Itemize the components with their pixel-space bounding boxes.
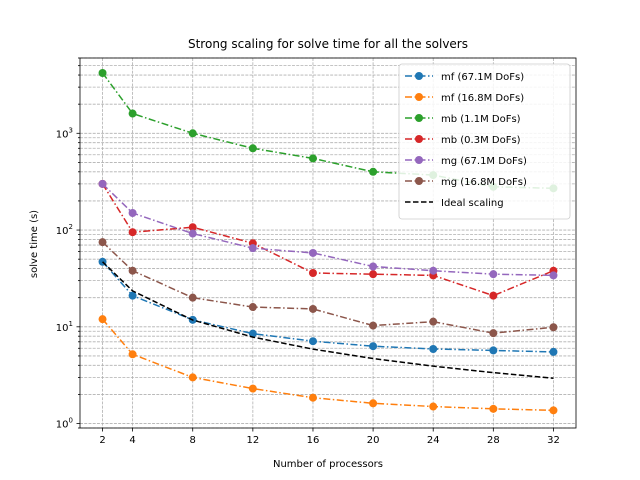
data-point	[188, 223, 197, 232]
legend-label: mb (0.3M DoFs)	[441, 135, 521, 146]
series-6	[102, 261, 554, 380]
series-4	[98, 179, 558, 280]
series-line	[101, 261, 554, 353]
y-tick-label: 102	[56, 223, 73, 237]
data-point	[369, 342, 378, 351]
data-point	[308, 304, 317, 313]
legend-marker	[415, 93, 423, 101]
legend-marker	[415, 177, 423, 185]
data-point	[248, 144, 257, 153]
x-tick-label: 12	[246, 435, 259, 446]
series-line	[101, 318, 554, 412]
data-point	[128, 266, 137, 275]
data-point	[308, 268, 317, 277]
data-point	[248, 384, 257, 393]
data-point	[128, 291, 137, 300]
data-point	[248, 244, 257, 253]
data-point	[98, 68, 107, 77]
data-point	[369, 270, 378, 279]
x-tick-label: 2	[99, 435, 105, 446]
data-point	[98, 179, 107, 188]
data-point	[308, 393, 317, 402]
legend-label: mb (1.1M DoFs)	[441, 114, 521, 125]
legend-label: mg (67.1M DoFs)	[441, 156, 527, 167]
legend-label: mf (67.1M DoFs)	[441, 72, 524, 83]
legend-marker	[415, 72, 423, 80]
legend: mf (67.1M DoFs) mf (16.8M DoFs) mb (1.1M D…	[398, 63, 571, 220]
data-point	[188, 129, 197, 138]
data-point	[308, 337, 317, 346]
data-point	[308, 248, 317, 257]
data-point	[98, 315, 107, 324]
data-point	[549, 323, 558, 332]
data-point	[489, 270, 498, 279]
x-axis-label: Number of processors	[273, 459, 383, 470]
data-point	[188, 293, 197, 302]
data-point	[188, 373, 197, 382]
x-tick-label: 32	[547, 435, 560, 446]
y-tick-label: 103	[56, 126, 73, 140]
data-point	[248, 303, 257, 312]
series-layer	[98, 68, 558, 415]
x-tick-label: 24	[427, 435, 440, 446]
data-point	[369, 321, 378, 330]
data-point	[549, 271, 558, 280]
x-tick-label: 4	[129, 435, 135, 446]
data-point	[369, 262, 378, 271]
x-tick-label: 28	[487, 435, 500, 446]
y-axis-label: solve time (s)	[29, 210, 40, 278]
legend-label: mg (16.8M DoFs)	[441, 177, 527, 188]
data-point	[188, 229, 197, 238]
data-point	[489, 404, 498, 413]
data-point	[429, 266, 438, 275]
data-point	[248, 329, 257, 338]
data-point	[98, 238, 107, 247]
data-point	[429, 402, 438, 411]
y-tick-label: 101	[56, 320, 73, 334]
series-line	[102, 261, 554, 380]
legend-label: mf (16.8M DoFs)	[441, 93, 524, 104]
data-point	[429, 317, 438, 326]
data-point	[369, 167, 378, 176]
legend-marker	[415, 135, 423, 143]
legend-box	[398, 63, 571, 220]
series-line	[101, 72, 554, 190]
legend-marker	[415, 156, 423, 164]
data-point	[128, 228, 137, 237]
data-point	[128, 350, 137, 359]
data-point	[128, 209, 137, 218]
data-point	[549, 406, 558, 415]
y-tick-label: 100	[56, 417, 73, 431]
data-point	[429, 344, 438, 353]
data-point	[549, 347, 558, 356]
series-5	[98, 238, 558, 338]
data-point	[369, 399, 378, 408]
data-point	[489, 291, 498, 300]
data-point	[489, 346, 498, 355]
plot-frame	[79, 57, 577, 429]
series-0	[98, 257, 558, 356]
legend-marker	[415, 114, 423, 122]
data-point	[128, 109, 137, 118]
chart-title: Strong scaling for solve time for all th…	[188, 37, 468, 51]
x-tick-label: 16	[307, 435, 320, 446]
data-point	[489, 329, 498, 338]
data-point	[308, 154, 317, 163]
x-tick-label: 20	[367, 435, 380, 446]
series-1	[98, 315, 558, 415]
x-tick-label: 8	[190, 435, 196, 446]
legend-label: Ideal scaling	[441, 198, 504, 209]
series-line	[102, 241, 554, 334]
